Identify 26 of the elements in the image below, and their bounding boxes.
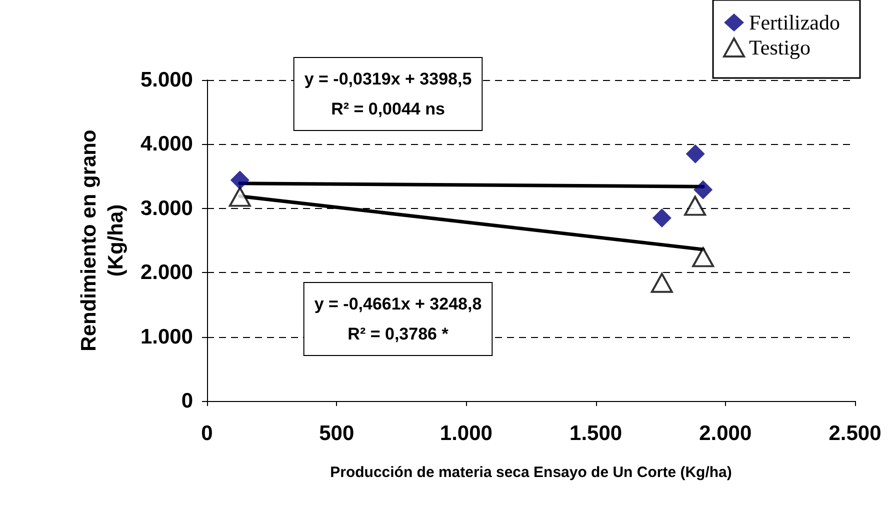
y-axis-title: Rendimiento en grano (Kg/ha) bbox=[78, 130, 128, 352]
x-tick-label: 2.500 bbox=[828, 422, 882, 445]
point bbox=[228, 186, 251, 207]
annotation: y = -0,0319x + 3398,5 R² = 0,0044 ns bbox=[304, 70, 472, 118]
point bbox=[686, 144, 705, 164]
y-tick-label: 2.000 bbox=[140, 261, 193, 284]
point bbox=[652, 208, 672, 228]
annotation: y = -0,4661x + 3248,8 R² = 0,3786 * bbox=[314, 294, 482, 344]
point bbox=[230, 170, 250, 190]
y-tick-label: 0 bbox=[181, 390, 193, 412]
x-tick-label: 1.000 bbox=[440, 422, 492, 445]
x-tick-label: 2.000 bbox=[699, 422, 752, 445]
y-tick-label: 3.000 bbox=[140, 196, 193, 220]
legend-label: Fertilizado bbox=[749, 10, 840, 34]
y-tick-label: 5.000 bbox=[140, 68, 193, 92]
point bbox=[684, 196, 706, 216]
point bbox=[650, 272, 673, 293]
legend-label: Testigo bbox=[749, 36, 811, 60]
x-tick-label: 1.500 bbox=[570, 422, 622, 445]
point bbox=[694, 180, 713, 200]
y-tick-label: 4.000 bbox=[140, 132, 193, 156]
point bbox=[692, 247, 714, 268]
x-tick-label: 500 bbox=[319, 422, 354, 445]
x-tick-label: 0 bbox=[201, 422, 213, 445]
x-axis-title: Producción de materia seca Ensayo de Un Corte (Kg/ha) bbox=[330, 464, 732, 481]
y-tick-label: 1.000 bbox=[140, 325, 193, 348]
